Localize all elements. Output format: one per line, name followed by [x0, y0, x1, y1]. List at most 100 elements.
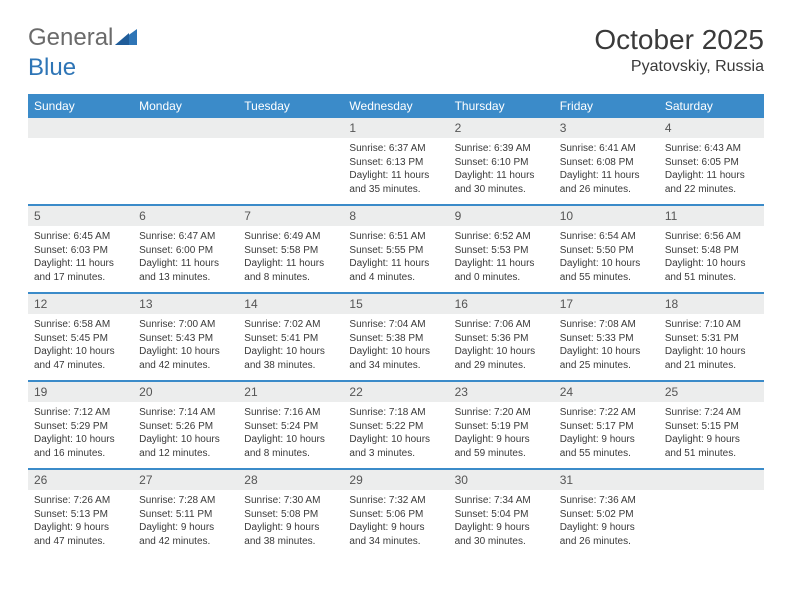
- calendar-cell: [659, 469, 764, 556]
- day-number: 9: [449, 206, 554, 226]
- calendar-cell: 8Sunrise: 6:51 AMSunset: 5:55 PMDaylight…: [343, 205, 448, 293]
- day-details: Sunrise: 7:10 AMSunset: 5:31 PMDaylight:…: [659, 314, 764, 380]
- calendar-cell: 24Sunrise: 7:22 AMSunset: 5:17 PMDayligh…: [554, 381, 659, 469]
- day-number: 16: [449, 294, 554, 314]
- logo-text-1: General: [28, 24, 113, 52]
- day-details: Sunrise: 7:32 AMSunset: 5:06 PMDaylight:…: [343, 490, 448, 556]
- calendar-cell: 26Sunrise: 7:26 AMSunset: 5:13 PMDayligh…: [28, 469, 133, 556]
- logo-triangle-icon: [115, 24, 137, 52]
- day-number: 4: [659, 118, 764, 138]
- day-number: 31: [554, 470, 659, 490]
- calendar-cell: 15Sunrise: 7:04 AMSunset: 5:38 PMDayligh…: [343, 293, 448, 381]
- title-block: October 2025 Pyatovskiy, Russia: [594, 24, 764, 76]
- day-details: Sunrise: 7:06 AMSunset: 5:36 PMDaylight:…: [449, 314, 554, 380]
- calendar-cell: [238, 118, 343, 205]
- day-details: Sunrise: 7:00 AMSunset: 5:43 PMDaylight:…: [133, 314, 238, 380]
- day-number: 5: [28, 206, 133, 226]
- day-number-empty: [133, 118, 238, 138]
- day-number: 25: [659, 382, 764, 402]
- day-number: 28: [238, 470, 343, 490]
- day-details: Sunrise: 6:37 AMSunset: 6:13 PMDaylight:…: [343, 138, 448, 204]
- day-number: 10: [554, 206, 659, 226]
- calendar-cell: 23Sunrise: 7:20 AMSunset: 5:19 PMDayligh…: [449, 381, 554, 469]
- day-header: Sunday: [28, 94, 133, 118]
- calendar-week: 5Sunrise: 6:45 AMSunset: 6:03 PMDaylight…: [28, 205, 764, 293]
- calendar-cell: 29Sunrise: 7:32 AMSunset: 5:06 PMDayligh…: [343, 469, 448, 556]
- calendar-cell: 18Sunrise: 7:10 AMSunset: 5:31 PMDayligh…: [659, 293, 764, 381]
- day-details: Sunrise: 6:52 AMSunset: 5:53 PMDaylight:…: [449, 226, 554, 292]
- calendar-week: 12Sunrise: 6:58 AMSunset: 5:45 PMDayligh…: [28, 293, 764, 381]
- day-number: 13: [133, 294, 238, 314]
- calendar-cell: 1Sunrise: 6:37 AMSunset: 6:13 PMDaylight…: [343, 118, 448, 205]
- calendar-cell: 6Sunrise: 6:47 AMSunset: 6:00 PMDaylight…: [133, 205, 238, 293]
- calendar-cell: 17Sunrise: 7:08 AMSunset: 5:33 PMDayligh…: [554, 293, 659, 381]
- calendar-cell: 12Sunrise: 6:58 AMSunset: 5:45 PMDayligh…: [28, 293, 133, 381]
- day-number: 14: [238, 294, 343, 314]
- day-details: Sunrise: 6:43 AMSunset: 6:05 PMDaylight:…: [659, 138, 764, 204]
- calendar-cell: [28, 118, 133, 205]
- day-number: 12: [28, 294, 133, 314]
- day-number: 17: [554, 294, 659, 314]
- day-number: 21: [238, 382, 343, 402]
- day-number: 6: [133, 206, 238, 226]
- calendar-week: 1Sunrise: 6:37 AMSunset: 6:13 PMDaylight…: [28, 118, 764, 205]
- calendar-cell: 19Sunrise: 7:12 AMSunset: 5:29 PMDayligh…: [28, 381, 133, 469]
- calendar-cell: 2Sunrise: 6:39 AMSunset: 6:10 PMDaylight…: [449, 118, 554, 205]
- day-number: 8: [343, 206, 448, 226]
- calendar-body: 1Sunrise: 6:37 AMSunset: 6:13 PMDaylight…: [28, 118, 764, 556]
- day-details-empty: [238, 138, 343, 192]
- day-number-empty: [659, 470, 764, 490]
- calendar-cell: 22Sunrise: 7:18 AMSunset: 5:22 PMDayligh…: [343, 381, 448, 469]
- day-number: 22: [343, 382, 448, 402]
- day-header: Wednesday: [343, 94, 448, 118]
- day-number: 11: [659, 206, 764, 226]
- day-details: Sunrise: 6:41 AMSunset: 6:08 PMDaylight:…: [554, 138, 659, 204]
- calendar-cell: 4Sunrise: 6:43 AMSunset: 6:05 PMDaylight…: [659, 118, 764, 205]
- day-details: Sunrise: 7:12 AMSunset: 5:29 PMDaylight:…: [28, 402, 133, 468]
- calendar-cell: 14Sunrise: 7:02 AMSunset: 5:41 PMDayligh…: [238, 293, 343, 381]
- day-of-week-row: SundayMondayTuesdayWednesdayThursdayFrid…: [28, 94, 764, 118]
- calendar-cell: 9Sunrise: 6:52 AMSunset: 5:53 PMDaylight…: [449, 205, 554, 293]
- calendar-cell: 5Sunrise: 6:45 AMSunset: 6:03 PMDaylight…: [28, 205, 133, 293]
- day-details-empty: [133, 138, 238, 192]
- day-number: 26: [28, 470, 133, 490]
- month-title: October 2025: [594, 24, 764, 56]
- day-details: Sunrise: 7:02 AMSunset: 5:41 PMDaylight:…: [238, 314, 343, 380]
- day-details: Sunrise: 7:36 AMSunset: 5:02 PMDaylight:…: [554, 490, 659, 556]
- day-details: Sunrise: 7:28 AMSunset: 5:11 PMDaylight:…: [133, 490, 238, 556]
- day-details: Sunrise: 7:34 AMSunset: 5:04 PMDaylight:…: [449, 490, 554, 556]
- day-number: 24: [554, 382, 659, 402]
- calendar-cell: [133, 118, 238, 205]
- day-details: Sunrise: 6:45 AMSunset: 6:03 PMDaylight:…: [28, 226, 133, 292]
- day-header: Saturday: [659, 94, 764, 118]
- calendar-cell: 11Sunrise: 6:56 AMSunset: 5:48 PMDayligh…: [659, 205, 764, 293]
- logo: General: [28, 24, 138, 52]
- day-number-empty: [238, 118, 343, 138]
- day-number: 1: [343, 118, 448, 138]
- day-details: Sunrise: 6:51 AMSunset: 5:55 PMDaylight:…: [343, 226, 448, 292]
- day-header: Friday: [554, 94, 659, 118]
- day-number: 7: [238, 206, 343, 226]
- calendar-cell: 28Sunrise: 7:30 AMSunset: 5:08 PMDayligh…: [238, 469, 343, 556]
- location: Pyatovskiy, Russia: [594, 58, 764, 76]
- logo-text-2: Blue: [28, 54, 76, 82]
- day-number: 2: [449, 118, 554, 138]
- day-details: Sunrise: 7:18 AMSunset: 5:22 PMDaylight:…: [343, 402, 448, 468]
- day-details: Sunrise: 7:30 AMSunset: 5:08 PMDaylight:…: [238, 490, 343, 556]
- day-details: Sunrise: 7:16 AMSunset: 5:24 PMDaylight:…: [238, 402, 343, 468]
- calendar-cell: 16Sunrise: 7:06 AMSunset: 5:36 PMDayligh…: [449, 293, 554, 381]
- day-details: Sunrise: 7:04 AMSunset: 5:38 PMDaylight:…: [343, 314, 448, 380]
- calendar-cell: 7Sunrise: 6:49 AMSunset: 5:58 PMDaylight…: [238, 205, 343, 293]
- calendar-cell: 13Sunrise: 7:00 AMSunset: 5:43 PMDayligh…: [133, 293, 238, 381]
- day-details: Sunrise: 6:56 AMSunset: 5:48 PMDaylight:…: [659, 226, 764, 292]
- day-number: 19: [28, 382, 133, 402]
- day-details: Sunrise: 6:54 AMSunset: 5:50 PMDaylight:…: [554, 226, 659, 292]
- calendar-cell: 21Sunrise: 7:16 AMSunset: 5:24 PMDayligh…: [238, 381, 343, 469]
- day-details: Sunrise: 6:49 AMSunset: 5:58 PMDaylight:…: [238, 226, 343, 292]
- day-number: 30: [449, 470, 554, 490]
- day-header: Tuesday: [238, 94, 343, 118]
- calendar-cell: 20Sunrise: 7:14 AMSunset: 5:26 PMDayligh…: [133, 381, 238, 469]
- day-header: Monday: [133, 94, 238, 118]
- calendar-cell: 30Sunrise: 7:34 AMSunset: 5:04 PMDayligh…: [449, 469, 554, 556]
- day-number: 27: [133, 470, 238, 490]
